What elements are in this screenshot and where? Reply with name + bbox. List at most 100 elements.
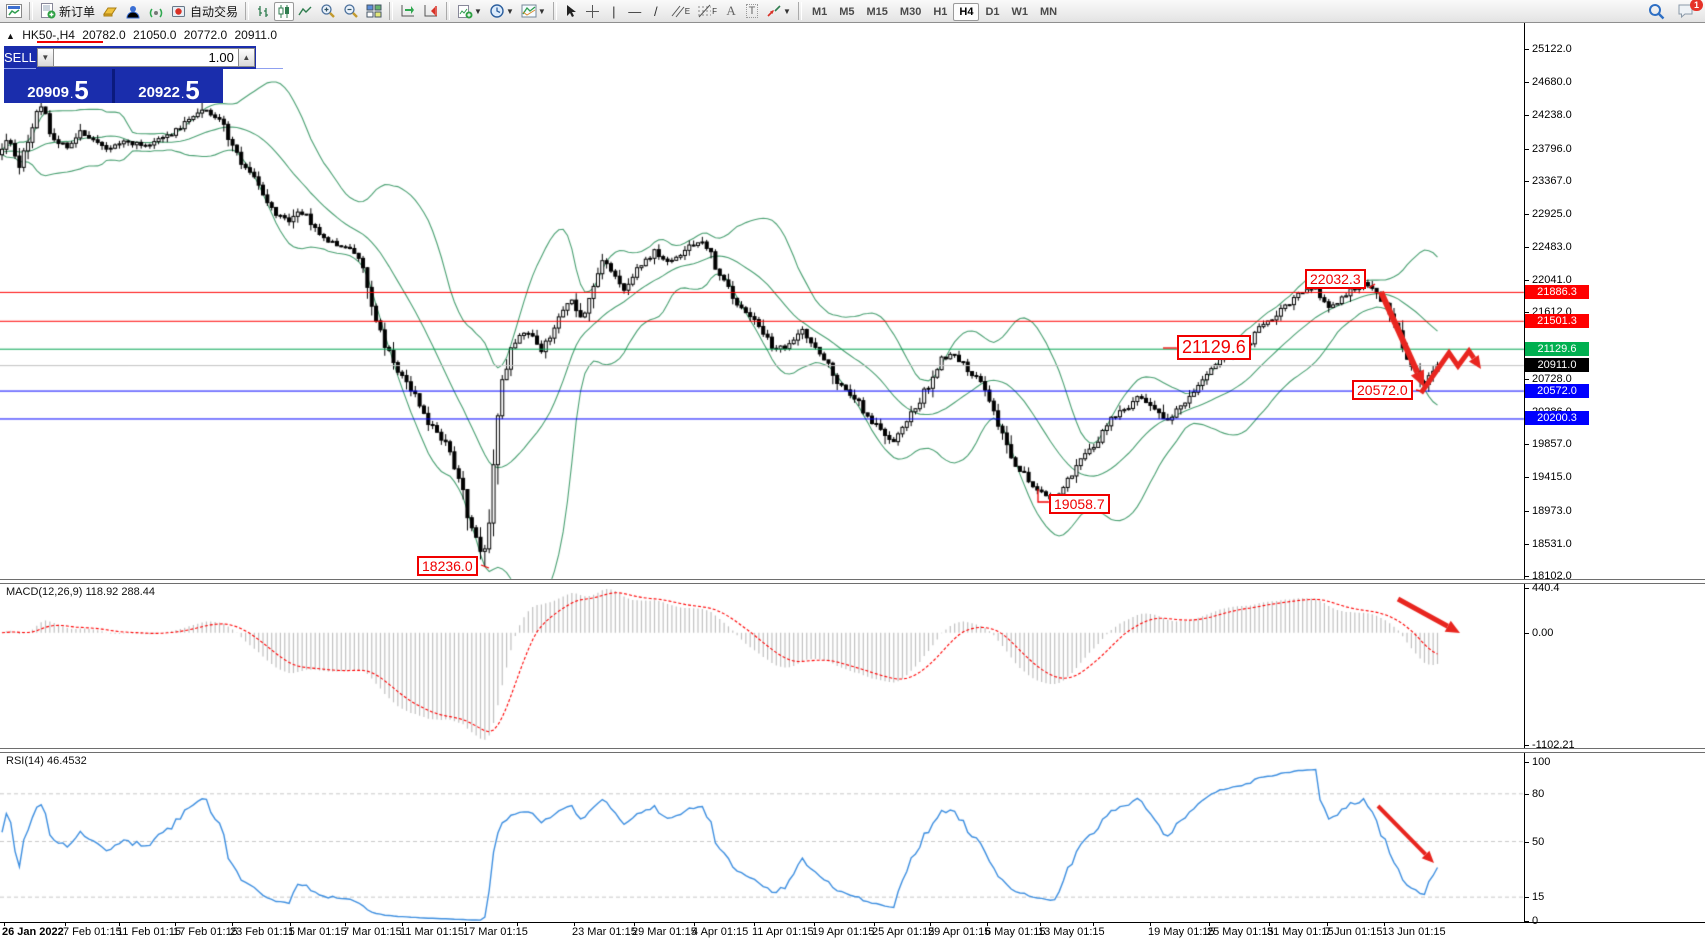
price-axis-tickmark — [1524, 444, 1529, 446]
rsi-axis-tickmark — [1524, 897, 1529, 899]
time-axis-label: 23 Mar 01:15 — [572, 926, 637, 938]
time-axis-label: 11 Feb 01:15 — [117, 926, 182, 938]
time-axis-tickmark — [1384, 922, 1385, 926]
price-annotation[interactable]: 20572.0 — [1352, 380, 1413, 401]
volume-decrease-button[interactable]: ▼ — [36, 48, 54, 67]
time-axis-tickmark — [517, 922, 518, 926]
price-axis-tick: 18102.0 — [1532, 569, 1572, 582]
price-axis-tick: 22041.0 — [1532, 274, 1572, 287]
macd-pane-splitter[interactable] — [0, 579, 1705, 584]
collapse-triangle-icon[interactable]: ▲ — [6, 31, 15, 41]
price-axis-tickmark — [1524, 575, 1529, 577]
timeframe-button-mn[interactable]: MN — [1040, 6, 1058, 18]
line-chart-icon[interactable] — [295, 2, 316, 21]
chart-shift-icon[interactable] — [420, 2, 442, 21]
text-tool[interactable]: A — [721, 2, 741, 21]
price-annotation[interactable]: 18236.0 — [417, 556, 478, 577]
timeframe-button-m15[interactable]: M15 — [866, 6, 888, 18]
timeframe-button-w1[interactable]: W1 — [1011, 6, 1029, 18]
trade-panel-divider — [112, 69, 115, 103]
label-tool[interactable]: T — [742, 2, 762, 21]
buy-price-dec: 5 — [185, 75, 200, 105]
time-axis-tickmark — [1093, 922, 1094, 926]
price-annotation[interactable]: 21129.6 — [1177, 335, 1251, 360]
toolbar: 新订单 自动交易 — [0, 0, 1705, 23]
autotrading-label: 自动交易 — [190, 4, 239, 19]
new-chart-dropdown[interactable]: ▼ — [454, 2, 485, 21]
timeframe-button-m1[interactable]: M1 — [811, 6, 828, 18]
label-tool-glyph: T — [745, 4, 759, 18]
time-axis-label: 11 Mar 01:15 — [400, 926, 465, 938]
time-axis-tickmark — [175, 922, 176, 926]
sell-button[interactable]: SELL — [4, 46, 36, 69]
timeframe-button-d1[interactable]: D1 — [985, 6, 1000, 18]
market-icon[interactable] — [99, 2, 121, 21]
time-axis-tickmark — [290, 922, 291, 926]
zoom-out-icon[interactable] — [340, 2, 362, 21]
time-axis-tickmark — [345, 922, 346, 926]
rsi-pane-splitter[interactable] — [0, 748, 1705, 753]
rsi-axis-tickmark — [1524, 921, 1529, 922]
symbol-period-label: HK50-,H4 — [22, 28, 75, 42]
macd-indicator-label: MACD(12,26,9) 118.92 288.44 — [6, 586, 155, 598]
time-axis-label: 25 Apr 01:15 — [872, 926, 935, 938]
horizontal-line-tool[interactable]: — — [625, 2, 645, 21]
toolbar-separator — [552, 2, 557, 20]
hline-glyph: — — [628, 3, 642, 19]
price-axis-tickmark — [1524, 180, 1529, 182]
auto-scroll-icon[interactable] — [397, 2, 419, 21]
fibonacci-tool[interactable]: F — [694, 2, 720, 21]
crosshair-tool[interactable] — [582, 2, 603, 21]
new-order-button[interactable]: 新订单 — [37, 2, 98, 21]
price-annotation[interactable]: 22032.3 — [1305, 269, 1366, 290]
vertical-line-tool[interactable]: | — [604, 2, 624, 21]
bar-chart-icon[interactable] — [253, 2, 273, 21]
sell-price[interactable]: 20909 . 5 — [4, 69, 112, 103]
buy-button[interactable]: BUY — [255, 46, 283, 69]
autotrading-button[interactable]: 自动交易 — [168, 2, 241, 21]
timeframe-button-m5[interactable]: M5 — [839, 6, 855, 18]
dropdown-arrow-icon: ▼ — [474, 6, 482, 16]
chart-window-icon[interactable] — [3, 2, 25, 21]
search-icon[interactable] — [1645, 2, 1668, 21]
time-axis-tickmark — [402, 922, 403, 926]
candlestick-chart-icon[interactable] — [274, 1, 295, 21]
macd-axis-tick: 440.4 — [1532, 582, 1560, 594]
time-axis-border — [0, 922, 1705, 923]
timeframe-button-h4[interactable]: H4 — [953, 3, 980, 21]
zoom-in-icon[interactable] — [317, 2, 339, 21]
rsi-axis-tickmark — [1524, 841, 1529, 843]
chat-icon[interactable]: 1 — [1674, 0, 1703, 21]
period-dropdown[interactable]: ▼ — [486, 2, 517, 21]
price-annotation[interactable]: 19058.7 — [1049, 494, 1110, 515]
price-axis-tag: 20572.0 — [1525, 383, 1589, 398]
chart-canvas[interactable] — [0, 23, 1705, 944]
price-axis-tag: 21501.3 — [1525, 313, 1589, 328]
buy-price[interactable]: 20922 . 5 — [115, 69, 223, 103]
volume-input[interactable] — [53, 48, 238, 67]
text-tool-glyph: A — [726, 3, 736, 18]
arrows-tool-dropdown[interactable]: ▼ — [763, 2, 794, 21]
volume-increase-button[interactable]: ▲ — [237, 48, 255, 67]
cursor-tool[interactable] — [561, 2, 581, 21]
timeframe-button-h1[interactable]: H1 — [933, 6, 948, 18]
trendline-tool[interactable]: / — [646, 2, 666, 21]
tile-windows-icon[interactable] — [363, 2, 385, 21]
template-dropdown[interactable]: ▼ — [518, 2, 549, 21]
time-axis-tickmark — [1150, 922, 1151, 926]
time-axis-tickmark — [574, 922, 575, 926]
timeframe-button-m30[interactable]: M30 — [899, 6, 922, 18]
sell-price-dot: . — [69, 87, 74, 101]
macd-axis-tickmark — [1524, 632, 1529, 634]
time-axis-label: 29 Apr 01:15 — [928, 926, 991, 938]
time-axis-label: 1 Mar 01:15 — [288, 926, 347, 938]
macd-axis-tick: 0.00 — [1532, 626, 1554, 639]
rsi-axis-tick: 80 — [1532, 787, 1545, 800]
price-axis-tick: 22925.0 — [1532, 207, 1572, 220]
time-axis-label: 7 Mar 01:15 — [343, 926, 402, 938]
signals-icon[interactable] — [145, 2, 167, 21]
community-icon[interactable] — [122, 2, 144, 21]
timeframe-toolbar: M1 M5 M15 M30 H1 H4 D1 W1 MN — [806, 2, 1063, 21]
time-axis-tickmark — [232, 922, 233, 926]
channel-tool[interactable]: E — [667, 2, 693, 21]
